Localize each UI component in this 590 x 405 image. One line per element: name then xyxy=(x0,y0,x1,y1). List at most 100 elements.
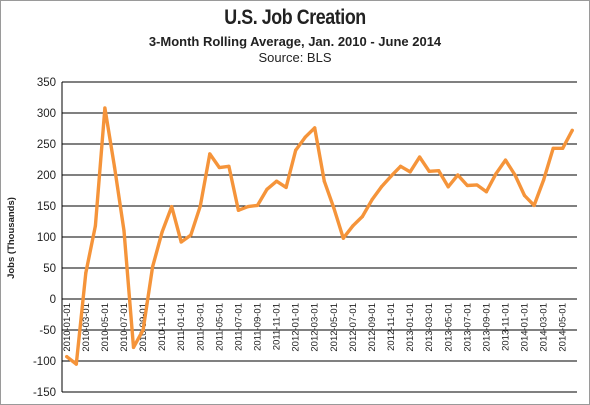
data-point xyxy=(208,152,212,156)
data-point xyxy=(265,187,269,191)
x-tick-label: 2013-03-01 xyxy=(424,303,435,352)
x-tick-label: 2014-03-01 xyxy=(539,303,550,352)
data-point xyxy=(561,146,565,150)
x-tick-label: 2012-05-01 xyxy=(329,303,340,352)
data-point xyxy=(484,190,488,194)
data-point xyxy=(227,164,231,168)
y-tick-label: -50 xyxy=(39,325,56,337)
data-point xyxy=(112,165,117,169)
data-point xyxy=(255,203,260,207)
data-point xyxy=(151,265,155,269)
data-point xyxy=(313,126,317,130)
x-tick-label: 2013-09-01 xyxy=(481,303,492,352)
data-point xyxy=(379,185,384,189)
series-line xyxy=(65,106,574,366)
data-point xyxy=(284,185,288,189)
data-point xyxy=(465,183,469,188)
x-tick-label: 2010-03-01 xyxy=(81,303,92,352)
y-tick-label: 50 xyxy=(43,263,56,275)
data-point xyxy=(341,236,345,240)
x-tick-label: 2012-01-01 xyxy=(291,303,302,352)
series-points xyxy=(65,106,574,366)
x-tick-label: 2014-05-01 xyxy=(558,303,569,352)
data-point xyxy=(198,204,202,208)
x-tick-label: 2010-05-01 xyxy=(100,303,111,352)
data-point xyxy=(170,205,174,209)
y-tick-label: 300 xyxy=(37,108,56,120)
x-tick-label: 2011-01-01 xyxy=(176,303,187,351)
x-axis-ticks: 2010-01-01 2010-03-01 2010-05-01 2010-07-01… xyxy=(62,303,569,352)
data-point xyxy=(294,148,298,152)
data-point xyxy=(475,183,479,187)
data-point xyxy=(542,178,546,182)
data-point xyxy=(418,155,422,159)
data-point xyxy=(322,179,326,183)
x-tick-label: 2013-05-01 xyxy=(443,303,454,352)
x-tick-label: 2011-03-01 xyxy=(195,303,206,351)
y-tick-label: 350 xyxy=(37,77,56,89)
data-point xyxy=(93,224,97,228)
data-point xyxy=(74,362,78,366)
y-tick-label: -100 xyxy=(33,356,56,368)
y-tick-label: 200 xyxy=(37,170,56,182)
y-tick-label: 100 xyxy=(37,232,56,244)
data-point xyxy=(189,233,193,237)
x-tick-label: 2011-07-01 xyxy=(233,303,244,351)
x-tick-label: 2012-09-01 xyxy=(367,303,378,352)
y-tick-label: 150 xyxy=(37,201,56,213)
chart-title: U.S. Job Creation xyxy=(224,6,366,29)
y-axis-ticks: -150 -100 -50 0 50 100 150 200 250 300 350 xyxy=(33,77,56,399)
data-point xyxy=(398,164,403,168)
x-tick-label: 2013-11-01 xyxy=(500,303,511,351)
x-tick-label: 2010-01-01 xyxy=(62,303,73,352)
data-point xyxy=(522,193,527,198)
data-point xyxy=(437,169,441,173)
data-point xyxy=(427,169,431,173)
data-point xyxy=(332,206,336,210)
x-tick-label: 2012-03-01 xyxy=(310,303,321,352)
data-point xyxy=(389,174,393,178)
data-point xyxy=(303,135,307,139)
chart-source: Source: BLS xyxy=(258,50,332,65)
x-tick-label: 2014-01-01 xyxy=(520,303,531,352)
data-point xyxy=(246,205,250,209)
x-tick-label: 2011-11-01 xyxy=(272,303,283,350)
data-point xyxy=(532,203,536,207)
y-tick-label: 250 xyxy=(37,139,56,151)
data-point xyxy=(131,345,136,349)
y-tick-label: 0 xyxy=(50,294,56,306)
chart-subtitle: 3-Month Rolling Average, Jan. 2010 - Jun… xyxy=(148,34,442,49)
data-point xyxy=(551,146,555,150)
x-tick-label: 2010-07-01 xyxy=(119,303,130,352)
data-point xyxy=(179,240,183,244)
x-tick-label: 2013-07-01 xyxy=(462,303,473,352)
data-point xyxy=(456,173,460,177)
data-point xyxy=(236,208,241,212)
data-point xyxy=(141,328,145,332)
data-point xyxy=(160,230,164,234)
data-point xyxy=(217,165,221,170)
x-tick-label: 2011-05-01 xyxy=(214,303,225,351)
y-axis-label: Jobs (Thousands) xyxy=(6,197,17,279)
data-point xyxy=(513,173,517,177)
x-tick-label: 2013-01-01 xyxy=(405,303,416,352)
data-point xyxy=(84,271,88,275)
data-point xyxy=(351,224,355,228)
data-point xyxy=(494,172,498,176)
x-tick-label: 2010-11-01 xyxy=(157,303,168,351)
data-point xyxy=(274,179,279,183)
y-tick-label: -150 xyxy=(33,387,56,399)
data-point xyxy=(370,198,374,202)
data-point xyxy=(570,128,574,132)
data-point xyxy=(503,158,508,162)
data-point xyxy=(446,185,450,189)
x-tick-label: 2011-09-01 xyxy=(253,303,264,351)
data-point xyxy=(408,170,412,174)
data-point xyxy=(122,229,126,233)
x-tick-label: 2012-07-01 xyxy=(348,303,359,352)
data-point xyxy=(360,214,365,219)
data-point xyxy=(65,355,69,359)
data-point xyxy=(103,106,107,110)
x-tick-label: 2012-11-01 xyxy=(386,303,397,351)
